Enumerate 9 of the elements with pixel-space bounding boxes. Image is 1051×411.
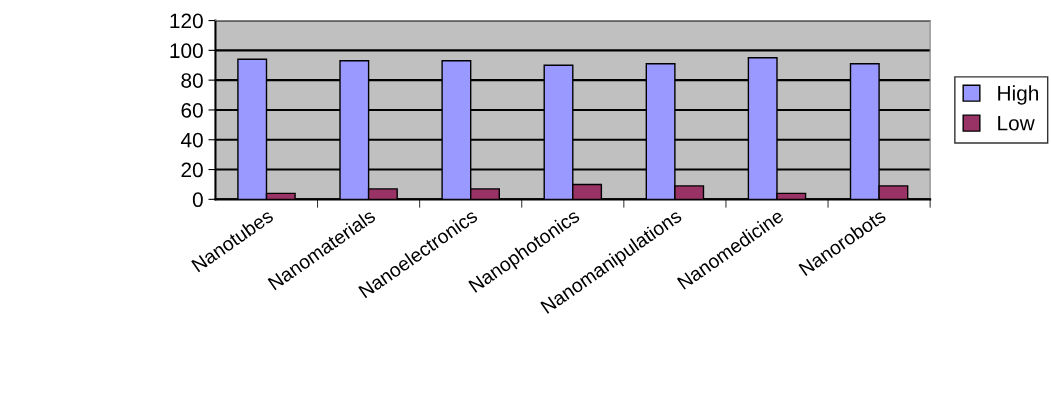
y-tick-label: 0 xyxy=(192,192,203,208)
legend-label: Low xyxy=(998,116,1035,131)
y-tick-label: 20 xyxy=(181,162,203,178)
legend-label: High xyxy=(998,85,1039,105)
y-tick-label: 60 xyxy=(181,102,203,118)
y-tick-label: 40 xyxy=(180,132,203,148)
y-tick-label: 80 xyxy=(181,73,203,88)
y-tick-label: 100 xyxy=(170,43,203,59)
y-tick-label: 120 xyxy=(170,13,203,29)
